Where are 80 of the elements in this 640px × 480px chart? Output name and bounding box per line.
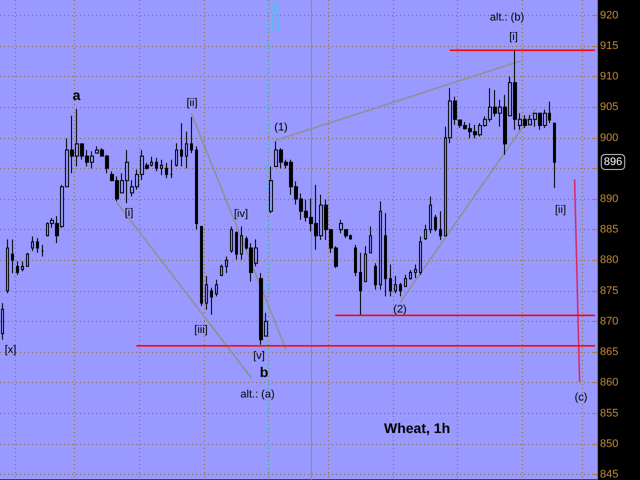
candlestick — [1, 302, 4, 340]
candlestick — [170, 159, 173, 179]
candlestick — [399, 282, 402, 297]
candlestick — [155, 157, 158, 172]
candlestick — [31, 236, 34, 252]
candlestick — [230, 226, 233, 254]
candlestick — [269, 166, 273, 214]
y-tick-label: 880 — [600, 254, 618, 266]
y-tick-label: 850 — [600, 438, 618, 450]
candlestick — [11, 238, 14, 274]
annotation: alt.: (a) — [240, 388, 275, 400]
text: 896 — [604, 156, 622, 168]
candlestick — [424, 224, 427, 241]
candlestick — [160, 159, 163, 176]
candlestick — [190, 116, 193, 154]
candlestick — [200, 226, 203, 307]
annotation: a — [72, 87, 81, 103]
candlestick — [175, 142, 178, 168]
candlestick — [36, 238, 39, 254]
y-tick-label: 915 — [600, 40, 618, 52]
y-tick-label: 900 — [600, 132, 618, 144]
candlestick — [553, 122, 556, 188]
annotation: (2) — [393, 304, 407, 316]
candlestick — [369, 226, 372, 254]
candlestick — [225, 256, 228, 274]
candlestick — [394, 276, 397, 294]
candlestick — [419, 236, 422, 276]
y-tick-label: 905 — [600, 101, 618, 114]
candlestick — [414, 264, 417, 278]
candlestick — [195, 146, 198, 230]
candlestick — [359, 252, 362, 316]
y-tick-label: 910 — [600, 70, 618, 83]
annotation: [v] — [253, 350, 265, 362]
candlestick — [165, 162, 168, 179]
annotation: (c) — [574, 392, 588, 404]
candlestick — [409, 270, 412, 280]
candlestick — [215, 279, 218, 297]
candlestick — [180, 122, 183, 168]
candlestick — [374, 262, 377, 290]
candlestick — [434, 214, 437, 232]
y-tick-label: 845 — [600, 468, 618, 480]
candlestick — [429, 196, 432, 234]
candlestick — [205, 276, 208, 310]
text: Wheat, 1h — [384, 420, 450, 436]
candlestick — [220, 264, 223, 277]
annotation: (1) — [274, 122, 288, 134]
y-tick-label: 865 — [600, 346, 618, 358]
candlestick — [379, 200, 382, 290]
candlestick — [41, 244, 44, 258]
annotation: [i] — [509, 31, 518, 43]
y-tick-label: 875 — [600, 284, 618, 297]
candlestick — [210, 287, 213, 316]
candlestick — [389, 264, 392, 297]
annotation: [ii] — [555, 204, 566, 216]
annotation: [iii] — [194, 324, 208, 336]
y-tick-label: 870 — [600, 315, 618, 328]
annotation: [ii] — [186, 97, 198, 109]
annotation: b — [260, 364, 268, 380]
y-tick-label: 860 — [600, 376, 618, 389]
candlestick — [26, 252, 29, 267]
candlestick — [235, 230, 238, 260]
candlestick — [354, 244, 357, 277]
annotation: ZWZ2 — [268, 2, 280, 32]
candlestick — [404, 274, 407, 288]
candlestick — [21, 260, 24, 272]
y-tick-label: 855 — [600, 407, 618, 420]
candlestick — [6, 238, 9, 294]
annotation: [i] — [124, 207, 134, 219]
candlestick — [384, 212, 387, 297]
annotation: alt.: (b) — [490, 12, 524, 24]
candlestick — [364, 246, 367, 282]
y-tick-label: 885 — [600, 224, 618, 236]
annotation: [x] — [4, 344, 16, 356]
candlestick — [16, 260, 19, 276]
candlestick — [240, 226, 243, 260]
y-tick-label: 920 — [600, 9, 618, 22]
candlestick — [439, 210, 442, 241]
y-tick-label: 890 — [600, 192, 618, 205]
candlestick — [185, 131, 188, 169]
annotation: [iv] — [234, 208, 248, 220]
